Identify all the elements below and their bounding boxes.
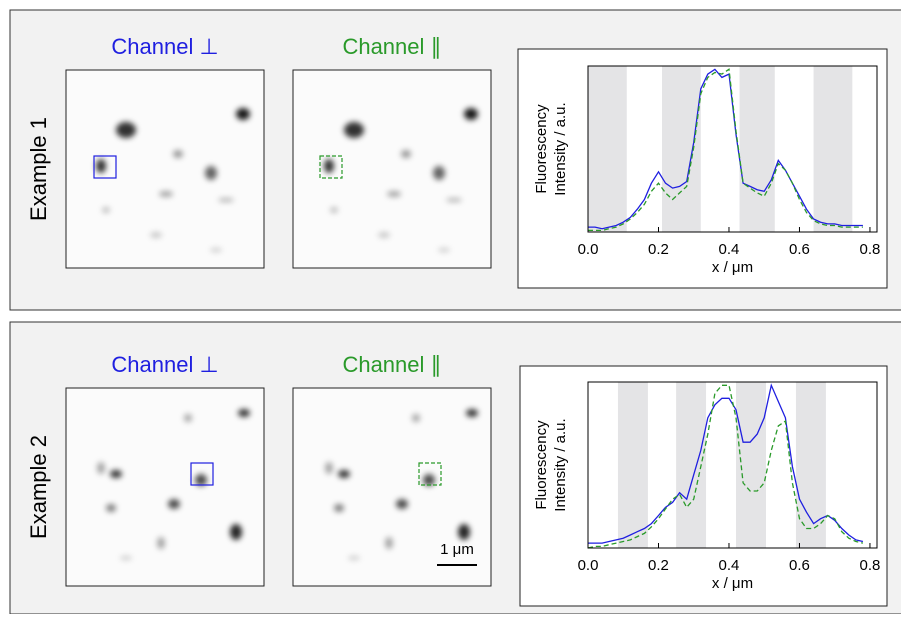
spot bbox=[458, 524, 470, 540]
plot-frame bbox=[587, 381, 878, 549]
spot bbox=[433, 166, 445, 180]
example-label: Example 2 bbox=[26, 435, 51, 539]
shaded-band bbox=[662, 66, 701, 232]
y-axis-label: Fluorescency bbox=[533, 420, 550, 510]
spot bbox=[120, 556, 132, 560]
x-tick-label: 0.6 bbox=[789, 557, 810, 574]
spot bbox=[334, 504, 344, 512]
spot bbox=[159, 191, 173, 197]
spot bbox=[102, 207, 110, 213]
y-axis-label: Intensity / a.u. bbox=[552, 102, 569, 195]
shaded-band bbox=[617, 382, 648, 548]
spot bbox=[116, 122, 136, 138]
spot bbox=[466, 409, 478, 417]
spot bbox=[230, 524, 242, 540]
spot bbox=[157, 537, 165, 549]
selection-box bbox=[93, 155, 117, 179]
spot bbox=[168, 499, 180, 509]
spot bbox=[464, 108, 478, 120]
selection-box bbox=[190, 462, 214, 486]
plot-frame bbox=[587, 65, 878, 233]
spot bbox=[218, 198, 234, 202]
spot bbox=[412, 414, 420, 422]
x-tick-label: 0.0 bbox=[578, 241, 599, 258]
spot bbox=[110, 470, 122, 478]
spot bbox=[238, 409, 250, 417]
spot bbox=[236, 108, 250, 120]
spot bbox=[324, 159, 334, 173]
spot bbox=[96, 159, 106, 173]
spot bbox=[446, 198, 462, 202]
series-line bbox=[588, 68, 863, 230]
x-tick-label: 0.8 bbox=[860, 241, 881, 258]
shaded-band bbox=[588, 66, 627, 232]
spots bbox=[97, 409, 250, 560]
spot bbox=[438, 248, 450, 252]
selection-box bbox=[418, 462, 442, 486]
spot bbox=[205, 166, 217, 180]
spot bbox=[423, 474, 435, 486]
x-axis-label: x / μm bbox=[712, 259, 753, 276]
spot bbox=[387, 191, 401, 197]
micrograph bbox=[292, 387, 492, 587]
x-tick-label: 0.4 bbox=[719, 557, 740, 574]
x-tick-label: 0.2 bbox=[648, 557, 669, 574]
channel-title: Channel ∥ bbox=[342, 352, 441, 377]
micrograph bbox=[65, 387, 265, 587]
spot bbox=[325, 462, 333, 474]
x-tick-label: 0.6 bbox=[789, 241, 810, 258]
channel-title: Channel ⊥ bbox=[111, 34, 218, 59]
series-line bbox=[588, 68, 863, 232]
y-axis-label: Intensity / a.u. bbox=[552, 418, 569, 511]
spot bbox=[195, 474, 207, 486]
shaded-band bbox=[736, 382, 766, 548]
series-line bbox=[587, 384, 864, 549]
spot bbox=[385, 537, 393, 549]
spot bbox=[344, 122, 364, 138]
x-tick-label: 0.2 bbox=[648, 241, 669, 258]
spot bbox=[106, 504, 116, 512]
selection-box bbox=[319, 155, 343, 179]
spots bbox=[96, 108, 250, 252]
spot bbox=[348, 556, 360, 560]
channel-title: Channel ∥ bbox=[342, 34, 441, 59]
spot bbox=[401, 150, 411, 158]
spot bbox=[150, 232, 162, 238]
spot bbox=[330, 207, 338, 213]
scale-bar-label: 1 μm bbox=[440, 541, 474, 558]
channel-title: Channel ⊥ bbox=[111, 352, 218, 377]
x-tick-label: 0.8 bbox=[860, 557, 881, 574]
shaded-band bbox=[813, 66, 853, 232]
y-axis-label: Fluorescency bbox=[533, 104, 550, 194]
spot bbox=[210, 248, 222, 252]
spot bbox=[184, 414, 192, 422]
spot bbox=[173, 150, 183, 158]
spot bbox=[97, 462, 105, 474]
spots bbox=[324, 108, 478, 252]
micrograph bbox=[65, 69, 265, 269]
spot bbox=[338, 470, 350, 478]
series-line bbox=[588, 383, 864, 544]
spot bbox=[396, 499, 408, 509]
spot bbox=[378, 232, 390, 238]
x-tick-label: 0.4 bbox=[719, 241, 740, 258]
x-axis-label: x / μm bbox=[712, 575, 753, 592]
example-label: Example 1 bbox=[26, 117, 51, 221]
micrograph bbox=[292, 69, 492, 269]
shaded-band bbox=[739, 66, 775, 232]
spots bbox=[325, 409, 478, 560]
x-tick-label: 0.0 bbox=[578, 557, 599, 574]
